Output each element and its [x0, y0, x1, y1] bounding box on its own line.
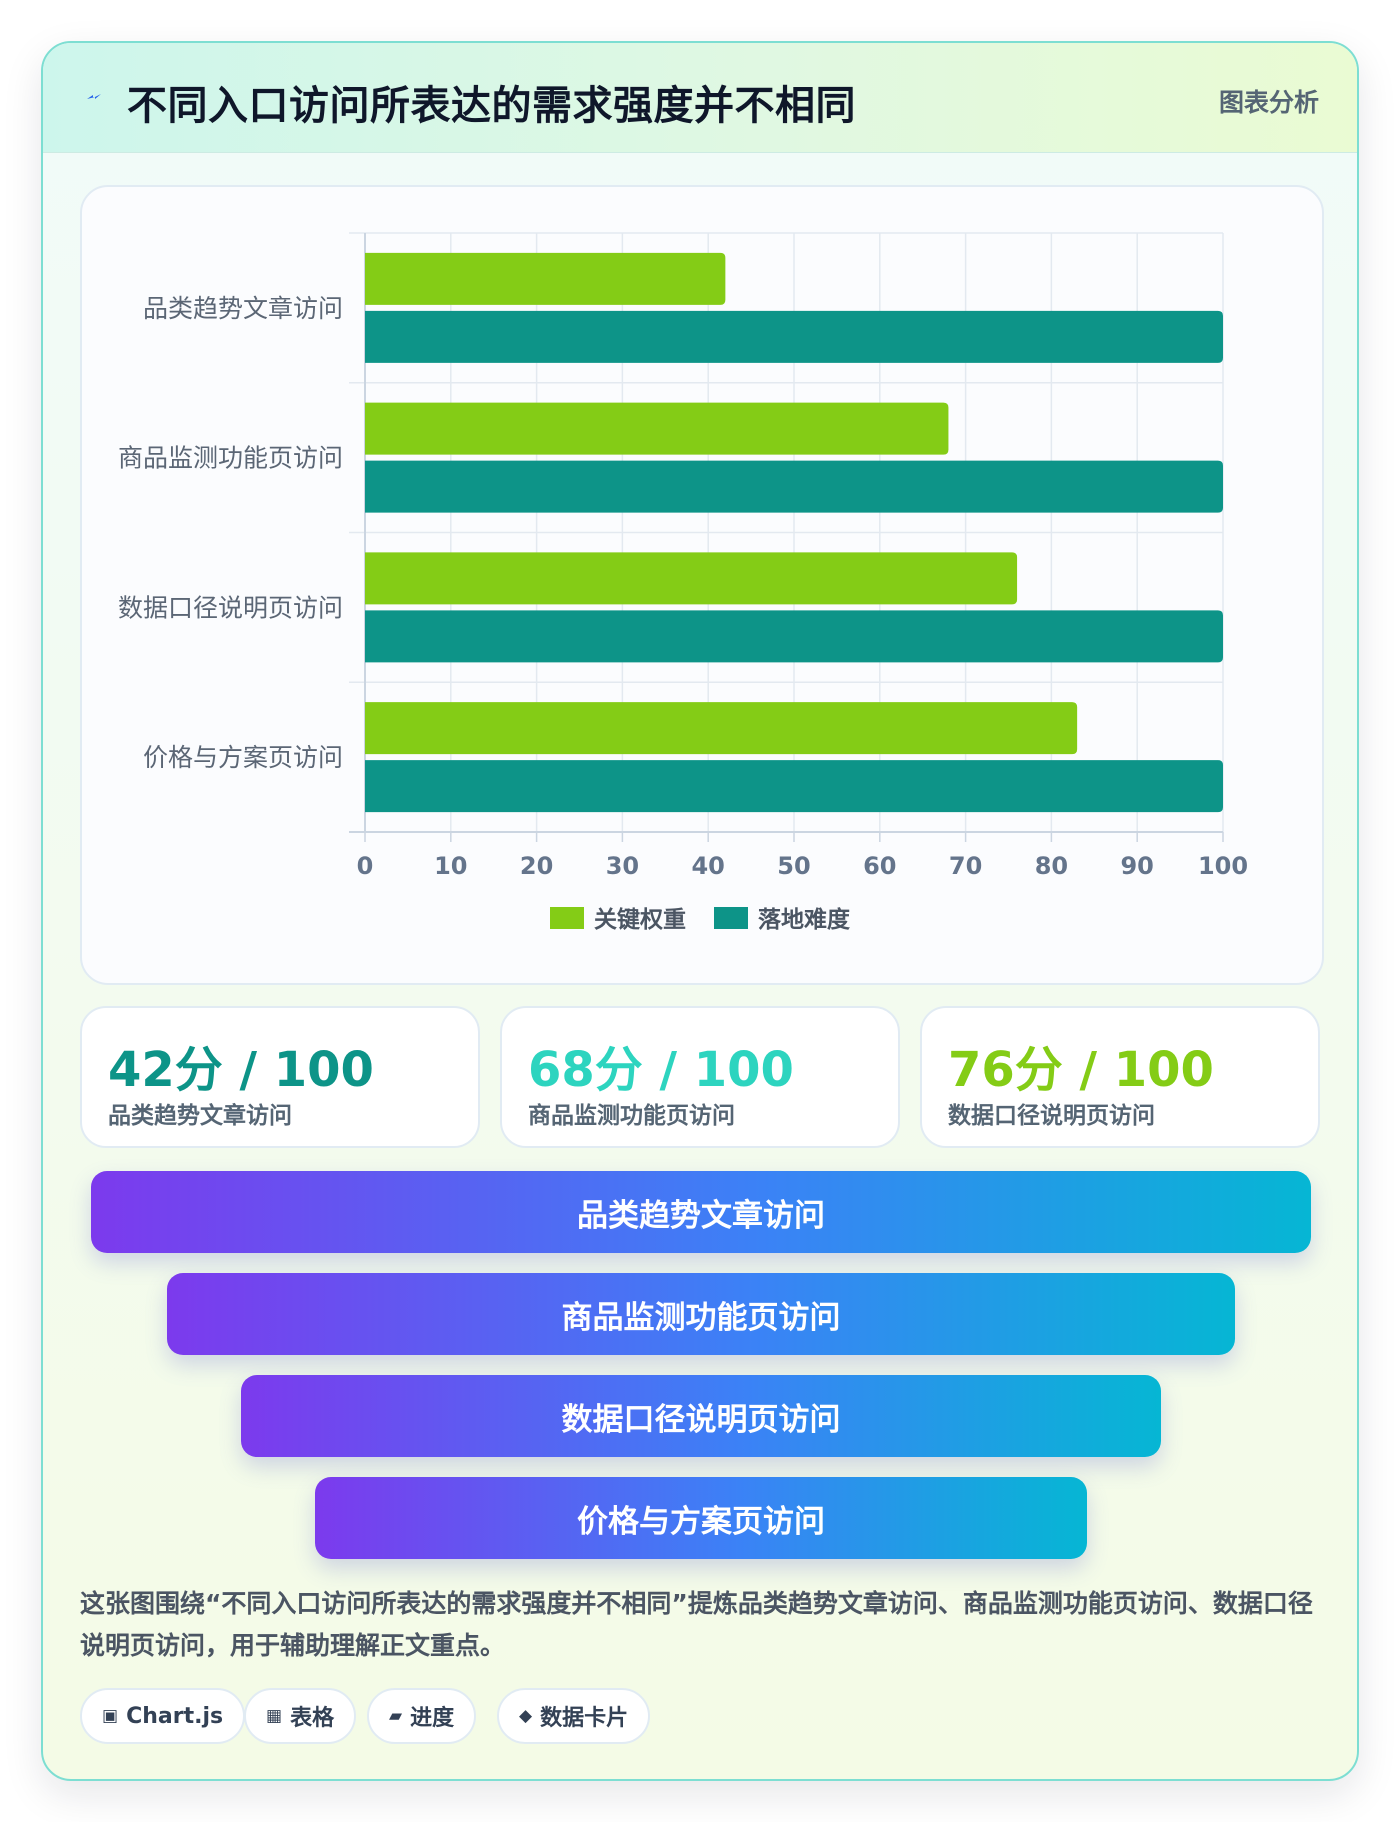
bar-difficulty [365, 460, 1223, 513]
x-tick-label: 80 [1035, 852, 1068, 880]
tag-label: 进度 [410, 1706, 455, 1731]
x-tick-label: 90 [1120, 852, 1153, 880]
stat-label: 商品监测功能页访问 [528, 1103, 735, 1129]
y-category-label: 品类趋势文章访问 [143, 294, 343, 323]
chart-description: 这张图围绕“不同入口访问所表达的需求强度并不相同”提炼品类趋势文章访问、商品监测… [80, 1589, 1313, 1660]
tag-label: Chart.js [126, 1703, 224, 1729]
progress-bar-icon: ▰ [389, 1706, 403, 1726]
x-tick-label: 100 [1198, 852, 1248, 880]
tag-data-card[interactable]: ◆ 数据卡片 [497, 1688, 651, 1744]
bar-chart: 0 10 20 30 40 50 60 70 80 90 100 品类趋势文章访问商品监测功能页访问数… [118, 232, 1248, 933]
diamond-icon: ◆ [519, 1706, 533, 1726]
stat-value: 42分 / 100 [108, 1042, 374, 1098]
legend-label: 关键权重 [594, 906, 686, 933]
card-header: 不同入口访问所表达的需求强度并不相同 图表分析 [43, 43, 1357, 153]
table-grid-icon: ▦ [266, 1706, 283, 1726]
lightning-icon [87, 94, 101, 99]
x-tick-label: 40 [691, 852, 724, 880]
x-tick-label: 0 [357, 852, 374, 880]
tag-table[interactable]: ▦ 表格 [244, 1688, 357, 1744]
stat-value: 76分 / 100 [948, 1042, 1214, 1098]
bar-key-weight [365, 552, 1018, 605]
chart-card: 不同入口访问所表达的需求强度并不相同 图表分析 0 10 20 30 40 50 60 70 8… [41, 41, 1359, 1781]
stat-value: 68分 / 100 [528, 1042, 794, 1098]
funnel-stage: 商品监测功能页访问 [167, 1273, 1235, 1355]
tag-label: 数据卡片 [540, 1706, 629, 1731]
stat-card: 68分 / 100 商品监测功能页访问 [500, 1006, 900, 1148]
bar-key-weight [365, 402, 949, 455]
bar-key-weight [365, 252, 726, 305]
x-tick-label: 20 [520, 852, 553, 880]
x-tick-label: 30 [606, 852, 639, 880]
legend-swatch [550, 907, 584, 929]
y-category-label: 价格与方案页访问 [143, 743, 343, 772]
page-title: 不同入口访问所表达的需求强度并不相同 [127, 83, 856, 129]
stat-card: 42分 / 100 品类趋势文章访问 [80, 1006, 480, 1148]
stat-label: 品类趋势文章访问 [108, 1103, 292, 1129]
bar-difficulty [365, 310, 1223, 363]
chart-analysis-tag: 图表分析 [1218, 88, 1319, 117]
chart-square-icon: ▣ [102, 1706, 119, 1726]
x-tick-label: 60 [863, 852, 896, 880]
bar-difficulty [365, 610, 1223, 663]
legend-label: 落地难度 [758, 906, 851, 933]
funnel-stage: 数据口径说明页访问 [241, 1375, 1161, 1457]
bar-difficulty [365, 760, 1223, 813]
y-category-label: 数据口径说明页访问 [118, 593, 343, 622]
y-category-label: 商品监测功能页访问 [118, 444, 343, 473]
x-tick-label: 70 [949, 852, 982, 880]
bar-chart-panel: 0 10 20 30 40 50 60 70 80 90 100 品类趋势文章访问商品监测功能页访问数… [80, 185, 1324, 985]
legend-swatch [714, 907, 748, 929]
stat-label: 数据口径说明页访问 [948, 1103, 1155, 1129]
stat-card: 76分 / 100 数据口径说明页访问 [920, 1006, 1320, 1148]
stat-cards: 42分 / 100 品类趋势文章访问 68分 / 100 商品监测功能页访问 7… [80, 1006, 1324, 1148]
bar-key-weight [365, 702, 1078, 755]
tag-chartjs[interactable]: ▣ Chart.js [80, 1688, 246, 1744]
x-tick-label: 50 [777, 852, 810, 880]
funnel-stage: 价格与方案页访问 [315, 1477, 1087, 1559]
funnel-stage: 品类趋势文章访问 [91, 1171, 1311, 1253]
tag-progress[interactable]: ▰ 进度 [367, 1688, 477, 1744]
tag-label: 表格 [290, 1706, 335, 1731]
x-tick-label: 10 [434, 852, 467, 880]
